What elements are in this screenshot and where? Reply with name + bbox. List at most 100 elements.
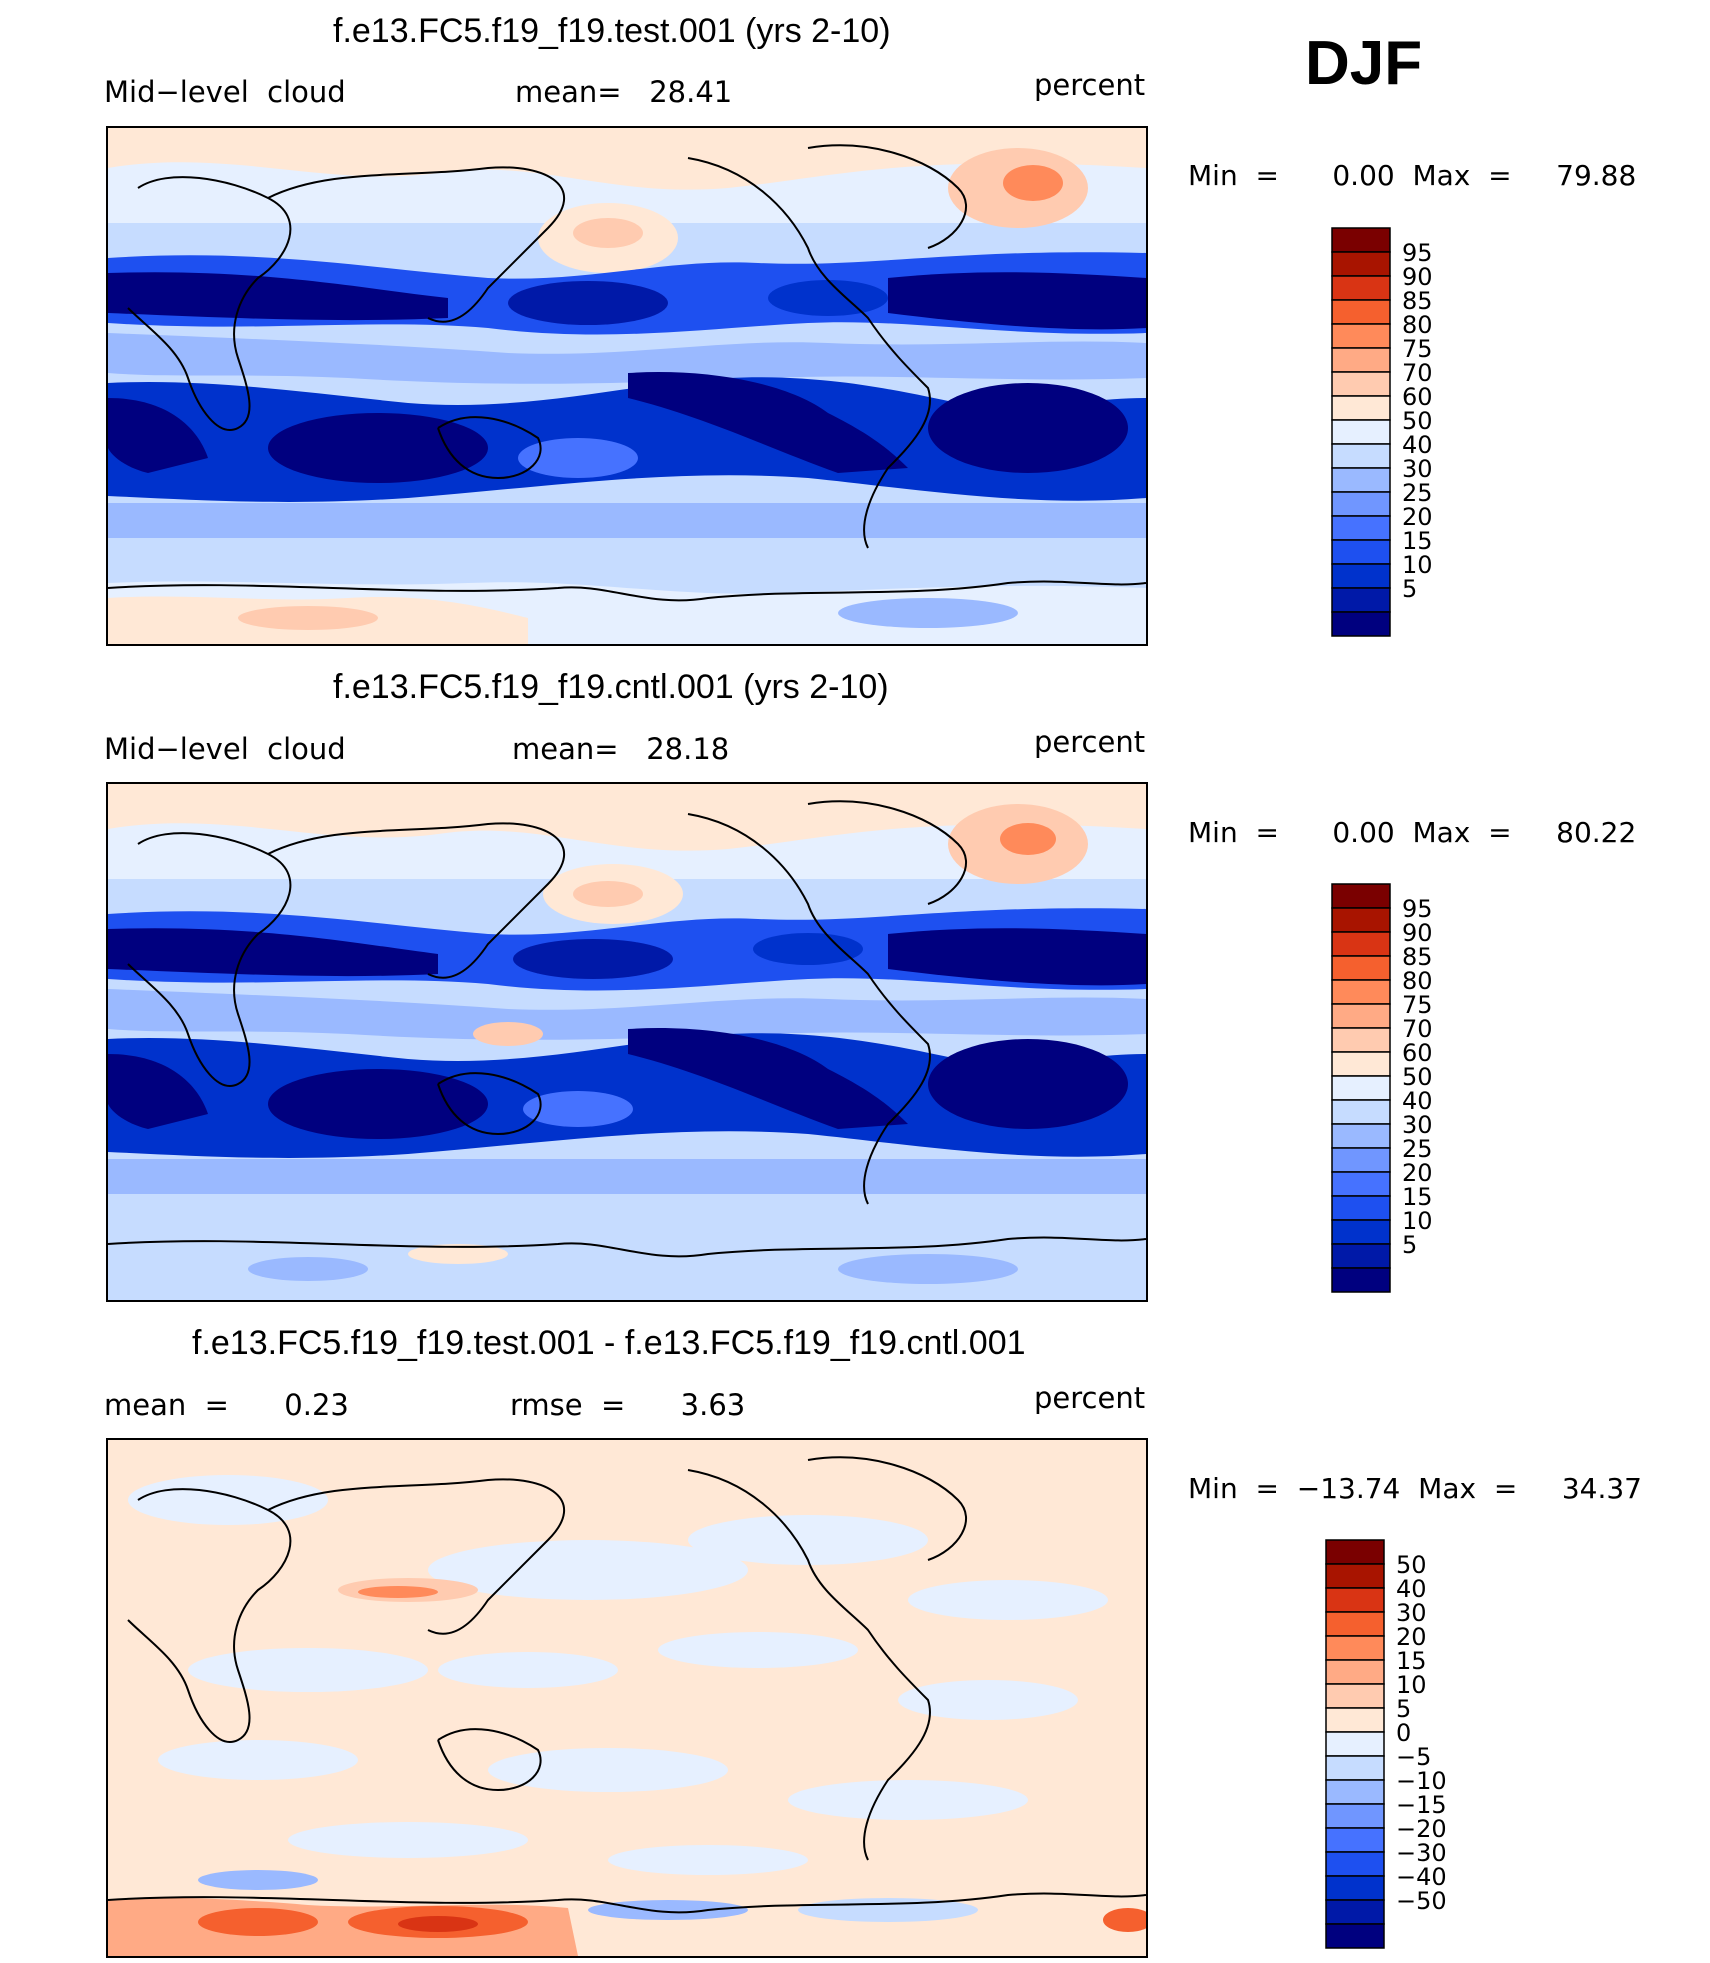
colorbar-box [1325, 1779, 1385, 1805]
colorbar-tick-label: 30 [1396, 1599, 1427, 1627]
colorbar-tick-label: 10 [1402, 551, 1433, 579]
colorbar-box [1331, 1219, 1391, 1245]
colorbar-box [1331, 1051, 1391, 1077]
colorbar-box [1331, 323, 1391, 349]
colorbar-box [1325, 1635, 1385, 1661]
colorbar-tick-label: 85 [1402, 287, 1433, 315]
colorbar-tick-label: 30 [1402, 1111, 1433, 1139]
colorbar-box [1325, 1803, 1385, 1829]
panel2-title: f.e13.FC5.f19_f19.cntl.001 (yrs 2-10) [333, 668, 889, 706]
colorbar-tick-label: 15 [1402, 1183, 1433, 1211]
colorbar-tick-label: −15 [1396, 1791, 1447, 1819]
colorbar-tick-label: 50 [1402, 407, 1433, 435]
colorbar-tick-label: 20 [1402, 1159, 1433, 1187]
colorbar-tick-label: 10 [1402, 1207, 1433, 1235]
colorbar-tick-label: 75 [1402, 335, 1433, 363]
colorbar-tick-label: 70 [1402, 359, 1433, 387]
colorbar-box [1331, 563, 1391, 589]
colorbar-box [1331, 1003, 1391, 1029]
colorbar-box [1331, 907, 1391, 933]
colorbar-box [1325, 1683, 1385, 1709]
panel1-units-label: percent [1034, 68, 1146, 102]
panel3-colorbar: 50 40 30 20 15 10 5 0 −5 −10 −15 −20 −30 −40 −50 [1325, 1539, 1456, 1950]
panel2-map [106, 782, 1148, 1302]
colorbar-tick-label: −5 [1396, 1743, 1431, 1771]
colorbar-box [1325, 1923, 1385, 1949]
colorbar-tick-label: 90 [1402, 919, 1433, 947]
panel3-title: f.e13.FC5.f19_f19.test.001 - f.e13.FC5.f… [192, 1324, 1026, 1362]
panel2-units-label: percent [1034, 725, 1146, 759]
colorbar-tick-label: 70 [1402, 1015, 1433, 1043]
colorbar-tick-label: 60 [1402, 383, 1433, 411]
colorbar-tick-label: −40 [1396, 1863, 1447, 1891]
colorbar-box [1325, 1563, 1385, 1589]
colorbar-tick-label: 30 [1402, 455, 1433, 483]
colorbar-box [1325, 1587, 1385, 1613]
panel3-mean-label: mean = 0.23 [104, 1388, 349, 1422]
colorbar-box [1325, 1755, 1385, 1781]
colorbar-tick-label: 50 [1396, 1551, 1427, 1579]
colorbar-box [1331, 1267, 1391, 1293]
panel1-title: f.e13.FC5.f19_f19.test.001 (yrs 2-10) [333, 12, 891, 50]
colorbar-box [1325, 1731, 1385, 1757]
colorbar-tick-label: 60 [1402, 1039, 1433, 1067]
colorbar-box [1325, 1851, 1385, 1877]
colorbar-box [1325, 1827, 1385, 1853]
colorbar-box [1325, 1707, 1385, 1733]
colorbar-box [1331, 1099, 1391, 1125]
colorbar-tick-label: 5 [1402, 1231, 1417, 1259]
panel1-colorbar: 95 90 85 80 75 70 60 50 40 30 25 20 15 10 5 [1331, 227, 1452, 638]
panel1-variable-label: Mid−level cloud [104, 75, 346, 109]
colorbar-box [1331, 299, 1391, 325]
colorbar-tick-label: 50 [1402, 1063, 1433, 1091]
panel1-map [106, 126, 1148, 646]
colorbar-box [1331, 931, 1391, 957]
colorbar-tick-label: 90 [1402, 263, 1433, 291]
colorbar-box [1331, 395, 1391, 421]
colorbar-tick-label: 5 [1402, 575, 1417, 603]
colorbar-box [1331, 611, 1391, 637]
panel1-minmax: Min = 0.00 Max = 79.88 [1188, 159, 1637, 192]
colorbar-box [1331, 347, 1391, 373]
panel2-mean-label: mean= 28.18 [512, 732, 730, 766]
colorbar-tick-label: 80 [1402, 311, 1433, 339]
colorbar-tick-label: 20 [1396, 1623, 1427, 1651]
panel3-rmse-label: rmse = 3.63 [510, 1388, 746, 1422]
colorbar-box [1325, 1659, 1385, 1685]
colorbar-box [1331, 275, 1391, 301]
panel3-contour-field [108, 1440, 1146, 1956]
colorbar-tick-label: 40 [1402, 1087, 1433, 1115]
colorbar-tick-label: 25 [1402, 1135, 1433, 1163]
colorbar-box [1331, 1123, 1391, 1149]
colorbar-box [1331, 1195, 1391, 1221]
colorbar-tick-label: 85 [1402, 943, 1433, 971]
colorbar-box [1331, 587, 1391, 613]
colorbar-tick-label: −50 [1396, 1887, 1447, 1915]
colorbar-box [1331, 371, 1391, 397]
colorbar-box [1331, 1243, 1391, 1269]
colorbar-box [1331, 467, 1391, 493]
colorbar-tick-label: 25 [1402, 479, 1433, 507]
colorbar-box [1325, 1899, 1385, 1925]
colorbar-tick-label: 75 [1402, 991, 1433, 1019]
colorbar-tick-label: 95 [1402, 239, 1433, 267]
colorbar-tick-label: 95 [1402, 895, 1433, 923]
colorbar-tick-label: 5 [1396, 1695, 1411, 1723]
panel1-mean-label: mean= 28.41 [515, 75, 733, 109]
colorbar-tick-label: 0 [1396, 1719, 1411, 1747]
colorbar-box [1325, 1611, 1385, 1637]
colorbar-tick-label: −20 [1396, 1815, 1447, 1843]
colorbar-box [1331, 883, 1391, 909]
colorbar-tick-label: 15 [1396, 1647, 1427, 1675]
colorbar-tick-label: 40 [1402, 431, 1433, 459]
colorbar-box [1325, 1539, 1385, 1565]
colorbar-box [1331, 515, 1391, 541]
colorbar-tick-label: 80 [1402, 967, 1433, 995]
colorbar-box [1331, 251, 1391, 277]
colorbar-box [1325, 1875, 1385, 1901]
colorbar-tick-label: 20 [1402, 503, 1433, 531]
season-label: DJF [1305, 29, 1423, 98]
panel2-contour-field [108, 784, 1146, 1300]
